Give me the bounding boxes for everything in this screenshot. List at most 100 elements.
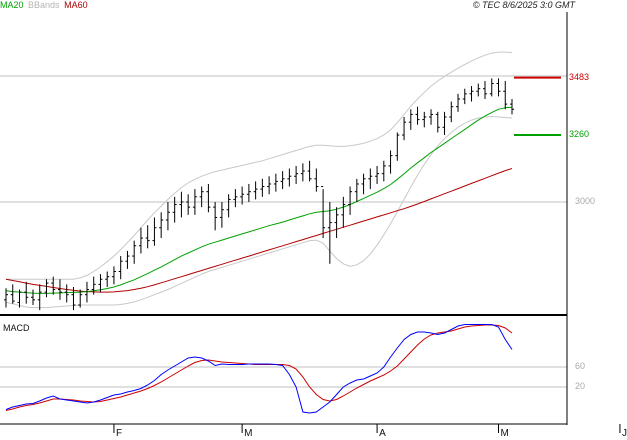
- support-level-label: 3260: [569, 129, 590, 140]
- price-bar: [152, 217, 157, 246]
- price-bar: [449, 101, 454, 123]
- price-bar: [132, 240, 137, 264]
- price-bar: [219, 201, 224, 228]
- macd-layer: [5, 324, 513, 414]
- price-bar: [395, 132, 400, 161]
- price-bar: [456, 93, 461, 112]
- price-bar: [307, 160, 312, 182]
- price-bar: [138, 227, 143, 254]
- x-axis-label: M: [500, 428, 509, 439]
- price-bar: [91, 276, 96, 295]
- timestamp: © TEC 8/6/2025 3:0 GMT: [472, 0, 575, 10]
- price-bar: [273, 173, 278, 192]
- price-bar: [300, 163, 305, 182]
- price-bar: [125, 250, 130, 269]
- price-bar: [429, 109, 434, 125]
- price-bar: [462, 88, 467, 105]
- price-bar: [368, 168, 373, 190]
- x-axis-label: M: [244, 428, 253, 439]
- frame-layer: [0, 12, 621, 433]
- ma20-line: [5, 106, 513, 294]
- price-bar: [510, 98, 514, 115]
- resistance-level-label: 3483: [569, 71, 590, 82]
- price-bar: [17, 289, 22, 308]
- bband-lower-line: [5, 115, 513, 309]
- price-bar: [334, 207, 339, 239]
- price-bar: [30, 289, 35, 305]
- price-bar: [287, 168, 292, 187]
- price-bar: [503, 80, 508, 110]
- price-bar: [118, 256, 123, 280]
- price-bar: [145, 225, 150, 249]
- macd-y-tick-label: 60: [575, 361, 586, 371]
- price-bar: [159, 212, 164, 239]
- price-bar: [381, 160, 386, 182]
- price-bar: [422, 111, 427, 128]
- price-bar: [98, 274, 103, 293]
- x-axis-label: A: [379, 428, 386, 439]
- price-bar: [253, 181, 258, 200]
- price-bar: [105, 271, 110, 287]
- price-bar: [314, 168, 319, 192]
- price-bar: [179, 191, 184, 218]
- price-bar: [71, 286, 76, 311]
- price-bar: [415, 106, 420, 125]
- price-bar: [57, 279, 62, 300]
- macd-line: [5, 324, 513, 414]
- price-bar: [192, 189, 197, 215]
- price-bar: [84, 281, 89, 303]
- price-bar: [402, 117, 407, 141]
- bband-upper-line: [6, 51, 513, 280]
- price-bar: [348, 186, 353, 215]
- price-bar: [233, 189, 238, 208]
- price-bar: [280, 171, 285, 190]
- price-y-tick-label: 3000: [575, 195, 596, 206]
- price-bar: [469, 86, 474, 102]
- x-axis-label: J: [621, 428, 627, 439]
- price-bar: [442, 111, 447, 136]
- macd-signal-line: [5, 324, 513, 411]
- price-bar: [4, 288, 8, 308]
- price-bar: [408, 109, 413, 130]
- price-bar: [51, 276, 56, 295]
- price-bar: [199, 186, 204, 208]
- price-bar: [24, 281, 29, 304]
- legend-ma20: MA20: [0, 0, 24, 10]
- moving-averages-layer: [5, 106, 513, 294]
- grid-layer: [0, 75, 567, 388]
- price-bar: [10, 284, 15, 304]
- price-bar: [206, 183, 211, 213]
- price-bar: [267, 176, 272, 195]
- x-axis-label: F: [115, 428, 123, 439]
- price-bar: [165, 201, 170, 231]
- price-bar: [213, 201, 218, 231]
- price-bar: [489, 78, 494, 97]
- price-bar: [44, 279, 49, 298]
- price-bar: [354, 178, 359, 202]
- price-bar: [496, 78, 501, 97]
- price-bar: [246, 183, 251, 202]
- price-bar: [226, 194, 231, 218]
- price-bar: [64, 284, 69, 303]
- price-bar: [111, 266, 116, 285]
- price-bar: [476, 83, 481, 97]
- price-bar: [260, 178, 265, 197]
- price-bar: [483, 80, 488, 99]
- legend-ma60: MA60: [64, 0, 88, 10]
- price-bar: [294, 165, 299, 184]
- macd-y-tick-label: 20: [575, 381, 586, 391]
- price-bar: [78, 289, 83, 308]
- price-bar: [435, 111, 440, 133]
- bbands-layer: [5, 51, 513, 309]
- price-bar: [172, 196, 177, 223]
- legend: MA20 BBands MA60: [0, 0, 90, 12]
- price-bar: [388, 150, 393, 174]
- price-bar: [375, 165, 380, 184]
- price-bar: [186, 194, 191, 215]
- price-bar: [341, 196, 346, 228]
- legend-bbands: BBands: [28, 0, 60, 10]
- price-bar: [37, 284, 42, 311]
- price-bar: [240, 186, 245, 205]
- price-bar: [361, 173, 366, 195]
